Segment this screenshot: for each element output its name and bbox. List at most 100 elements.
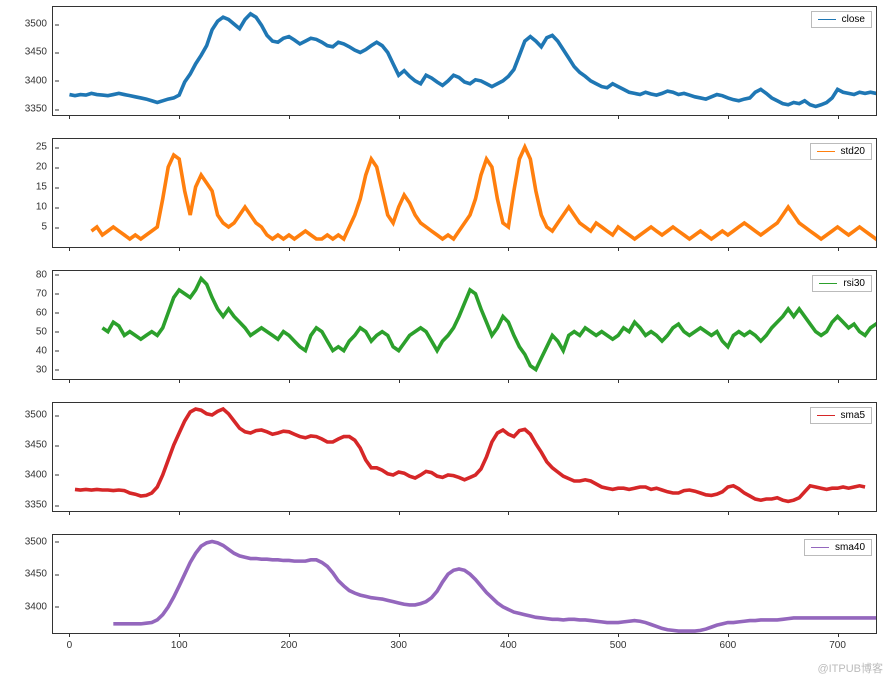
xtick-label: 500 [610, 640, 627, 651]
xtick-mark [69, 379, 70, 383]
ytick-label: 50 [36, 326, 53, 337]
ytick-label: 3350 [25, 104, 53, 115]
xtick-mark [728, 633, 729, 637]
legend: std20 [810, 143, 872, 160]
xtick-mark [508, 633, 509, 637]
panel-close: 3350 3400 3450 3500 close [8, 4, 881, 128]
series-line [53, 7, 876, 115]
xtick-mark [289, 511, 290, 515]
xtick-mark [838, 633, 839, 637]
xtick-label: 100 [171, 640, 188, 651]
xtick-label: 0 [67, 640, 73, 651]
xtick-label: 700 [829, 640, 846, 651]
chart-stack: 3350 3400 3450 3500 close 510152025std20 30 40 5… [0, 0, 889, 670]
xtick-mark [69, 115, 70, 119]
panel-std20: 510152025std20 [8, 136, 881, 260]
xtick-mark [399, 511, 400, 515]
plot-area: 3350340034503500sma5 [52, 402, 877, 512]
ytick-label: 3400 [25, 601, 53, 612]
xtick-mark [69, 511, 70, 515]
xtick-mark [728, 511, 729, 515]
ytick-label: 3450 [25, 440, 53, 451]
legend-swatch [811, 547, 829, 548]
watermark: @ITPUB博客 [817, 660, 883, 676]
xtick-mark [618, 379, 619, 383]
xtick-mark [179, 379, 180, 383]
legend-swatch [819, 283, 837, 284]
xtick-label: 600 [720, 640, 737, 651]
xtick-mark [399, 633, 400, 637]
xtick-mark [728, 247, 729, 251]
xtick-mark [399, 379, 400, 383]
ytick-label: 3350 [25, 500, 53, 511]
ytick-label: 3450 [25, 569, 53, 580]
xtick-mark [838, 379, 839, 383]
series-line [53, 535, 876, 633]
xtick-mark [838, 247, 839, 251]
xtick-mark [399, 115, 400, 119]
series-line [53, 403, 876, 511]
legend-swatch [817, 151, 835, 152]
panel-rsi30: 30 40 50 60 70 80 rsi30 [8, 268, 881, 392]
xtick-mark [728, 379, 729, 383]
panel-sma5: 3350 3400 3450 3500 sma5 [8, 400, 881, 524]
ytick-label: 3500 [25, 410, 53, 421]
xtick-mark [179, 633, 180, 637]
legend-label: sma40 [835, 542, 865, 553]
legend: sma40 [804, 539, 872, 556]
xtick-mark [508, 115, 509, 119]
plot-area: 510152025std20 [52, 138, 877, 248]
plot-area: 304050607080rsi30 [52, 270, 877, 380]
legend-label: sma5 [841, 410, 865, 421]
ytick-label: 30 [36, 364, 53, 375]
series-line [53, 271, 876, 379]
ytick-label: 80 [36, 269, 53, 280]
legend-label: std20 [841, 146, 865, 157]
xtick-label: 400 [500, 640, 517, 651]
xtick-mark [508, 511, 509, 515]
legend-label: close [842, 14, 865, 25]
ytick-label: 10 [36, 202, 53, 213]
panel-sma40: 3400 3450 3500 0 100 200 300 400 500 600 700 sma40 [8, 532, 881, 656]
xtick-mark [508, 247, 509, 251]
xtick-mark [289, 633, 290, 637]
legend: rsi30 [812, 275, 872, 292]
xtick-mark [289, 379, 290, 383]
ytick-label: 70 [36, 288, 53, 299]
xtick-mark [838, 511, 839, 515]
xtick-mark [399, 247, 400, 251]
ytick-label: 3400 [25, 469, 53, 480]
xtick-mark [838, 115, 839, 119]
legend-swatch [817, 415, 835, 416]
legend-label: rsi30 [843, 278, 865, 289]
series-line [53, 139, 876, 247]
ytick-label: 5 [41, 222, 53, 233]
plot-area: 3400345035000100200300400500600700sma40 [52, 534, 877, 634]
ytick-label: 25 [36, 142, 53, 153]
ytick-label: 40 [36, 345, 53, 356]
xtick-mark [508, 379, 509, 383]
ytick-label: 3400 [25, 75, 53, 86]
xtick-mark [289, 247, 290, 251]
ytick-label: 3450 [25, 47, 53, 58]
ytick-label: 3500 [25, 19, 53, 30]
xtick-label: 200 [281, 640, 298, 651]
xtick-mark [618, 115, 619, 119]
xtick-mark [289, 115, 290, 119]
plot-area: 3350340034503500close [52, 6, 877, 116]
legend: close [811, 11, 872, 28]
xtick-mark [618, 633, 619, 637]
xtick-mark [618, 247, 619, 251]
xtick-label: 300 [390, 640, 407, 651]
ytick-label: 3500 [25, 536, 53, 547]
xtick-mark [179, 247, 180, 251]
xtick-mark [69, 633, 70, 637]
xtick-mark [618, 511, 619, 515]
legend-swatch [818, 19, 836, 20]
ytick-label: 60 [36, 307, 53, 318]
xtick-mark [69, 247, 70, 251]
xtick-mark [179, 115, 180, 119]
xtick-mark [179, 511, 180, 515]
legend: sma5 [810, 407, 872, 424]
xtick-mark [728, 115, 729, 119]
